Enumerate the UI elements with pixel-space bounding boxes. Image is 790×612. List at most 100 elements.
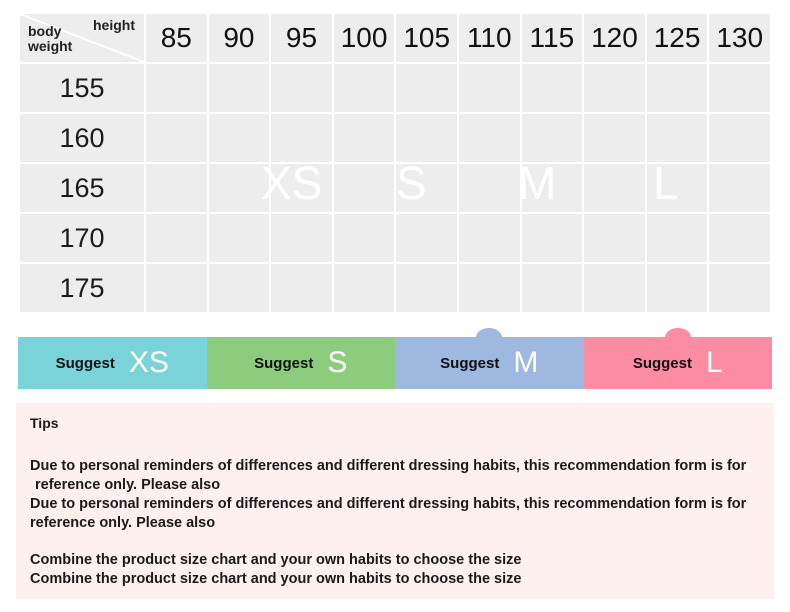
legend-suggest-label: Suggest	[632, 354, 692, 372]
size-cell-m	[584, 264, 645, 312]
table-header-row: height body weight 85 90 95 100 105 110 115 120 125…	[20, 14, 770, 62]
row-header-155: 155	[20, 64, 144, 112]
legend-size-letter-s: S	[327, 346, 348, 379]
size-cell-xs	[333, 264, 395, 312]
size-cell-s	[333, 164, 395, 212]
column-header-105: 105	[396, 14, 457, 62]
tips-panel: Tips Due to personal reminders of differ…	[16, 403, 774, 599]
size-cell-xs	[208, 164, 270, 212]
suggested-size-legend: Suggest XS Suggest S Suggest M Suggest L	[18, 328, 772, 389]
size-cell-m	[521, 214, 583, 262]
size-cell-xs	[208, 114, 270, 162]
size-cell-s	[333, 114, 395, 162]
table-corner-cell: height body weight	[20, 14, 144, 62]
corner-weight-label: body weight	[28, 23, 73, 54]
column-header-85: 85	[146, 14, 207, 62]
size-cell-xs	[271, 114, 332, 162]
tips-note-line-2: Combine the product size chart and your …	[30, 571, 522, 587]
size-cell-xs	[146, 64, 207, 112]
column-header-110: 110	[458, 14, 520, 62]
size-cell-l	[709, 164, 770, 212]
size-cell-s	[271, 64, 332, 112]
table-row: 175	[20, 264, 770, 312]
size-cell-empty	[146, 264, 207, 312]
size-cell-l	[646, 64, 708, 112]
size-cell-empty	[271, 264, 332, 312]
corner-height-label: height	[93, 17, 135, 33]
size-cell-l	[646, 214, 708, 262]
tips-paragraph: Due to personal reminders of differences…	[30, 457, 760, 533]
size-cell-m	[396, 64, 457, 112]
size-cell-m	[458, 164, 520, 212]
column-header-95: 95	[271, 14, 332, 62]
row-header-165: 165	[20, 164, 144, 212]
size-cell-l	[521, 64, 583, 112]
column-header-115: 115	[521, 14, 583, 62]
size-cell-m	[521, 114, 583, 162]
size-cell-s	[396, 214, 457, 262]
column-header-120: 120	[584, 14, 645, 62]
tips-note-line-1: Combine the product size chart and your …	[30, 552, 522, 568]
size-cell-l	[709, 214, 770, 262]
size-cell-m	[458, 64, 520, 112]
tips-title: Tips	[30, 415, 59, 431]
size-cell-empty	[146, 164, 207, 212]
size-cell-xs	[208, 64, 270, 112]
size-table: height body weight 85 90 95 100 105 110 115 120 125…	[18, 12, 772, 314]
size-cell-s	[521, 264, 583, 312]
size-cell-l	[646, 164, 708, 212]
row-header-175: 175	[20, 264, 144, 312]
tips-paragraph-line-3: Due to personal reminders of differences…	[30, 496, 747, 512]
size-cell-m	[646, 264, 708, 312]
size-cell-s	[396, 114, 457, 162]
table-row: 160	[20, 114, 770, 162]
legend-segment-s: Suggest S	[206, 337, 395, 389]
legend-segment-xs: Suggest XS	[18, 337, 207, 389]
size-cell-l	[646, 114, 708, 162]
column-header-90: 90	[208, 14, 270, 62]
size-cell-s	[458, 264, 520, 312]
size-cell-m	[584, 214, 645, 262]
size-cell-xs	[271, 214, 332, 262]
size-cell-l	[584, 164, 645, 212]
table-row: 170	[20, 214, 770, 262]
column-header-130: 130	[709, 14, 770, 62]
size-cell-xs	[333, 214, 395, 262]
size-cell-empty	[709, 64, 770, 112]
size-cell-l	[709, 114, 770, 162]
legend-bump-l-icon	[664, 328, 691, 346]
size-cell-m	[458, 114, 520, 162]
legend-suggest-label: Suggest	[440, 354, 500, 372]
size-cell-xs	[271, 164, 332, 212]
legend-segment-l: Suggest L	[583, 328, 772, 389]
size-cell-xs	[396, 264, 457, 312]
tips-paragraph-line-4: reference only. Please also	[30, 515, 216, 531]
size-cell-xs	[146, 114, 207, 162]
size-cell-empty	[208, 264, 270, 312]
legend-size-letter-m: M	[513, 346, 539, 379]
size-cell-empty	[208, 214, 270, 262]
size-cell-s	[396, 164, 457, 212]
row-header-160: 160	[20, 114, 144, 162]
size-cell-s	[333, 64, 395, 112]
legend-bump-m-icon	[476, 328, 503, 346]
size-table-container: height body weight 85 90 95 100 105 110 115 120 125…	[18, 12, 772, 314]
size-cell-m	[521, 164, 583, 212]
legend-size-letter-l: L	[706, 346, 723, 379]
tips-paragraph-line-2: reference only. Please also	[35, 477, 221, 493]
legend-suggest-label: Suggest	[55, 354, 115, 372]
size-cell-s	[458, 214, 520, 262]
row-header-170: 170	[20, 214, 144, 262]
size-cell-empty	[146, 214, 207, 262]
legend-size-letter-xs: XS	[128, 346, 169, 379]
column-header-100: 100	[333, 14, 395, 62]
size-cell-l	[584, 64, 645, 112]
column-header-125: 125	[646, 14, 708, 62]
table-row: 165	[20, 164, 770, 212]
size-cell-l	[709, 264, 770, 312]
legend-suggest-label: Suggest	[254, 354, 314, 372]
tips-paragraph-line-1: Due to personal reminders of differences…	[30, 458, 747, 474]
table-row: 155	[20, 64, 770, 112]
legend-segment-m: Suggest M	[395, 328, 584, 389]
